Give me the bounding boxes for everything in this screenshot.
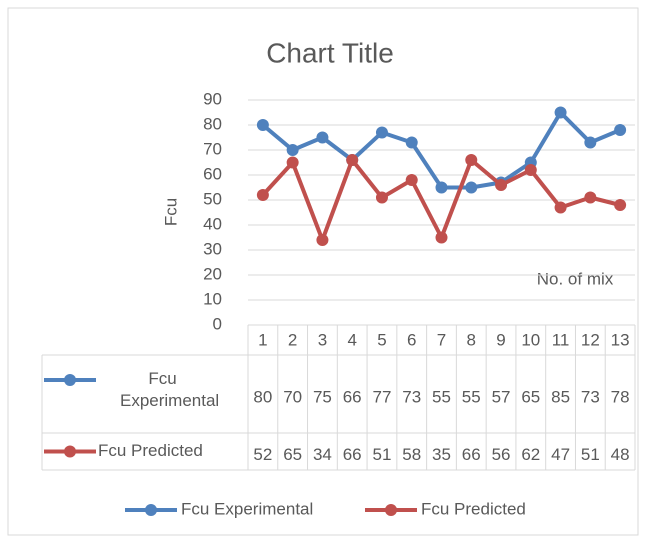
y-tick-label: 90	[203, 89, 222, 108]
table-value: 51	[581, 445, 600, 464]
table-value: 48	[611, 445, 630, 464]
legend-key-marker	[385, 504, 397, 516]
x-tick-label: 2	[288, 330, 297, 349]
table-value: 55	[432, 387, 451, 406]
table-value: 66	[343, 387, 362, 406]
table-value: 73	[402, 387, 421, 406]
data-point	[435, 231, 448, 244]
x-tick-label: 7	[437, 330, 446, 349]
table-value: 58	[402, 445, 421, 464]
table-value: 85	[551, 387, 570, 406]
table-value: 75	[313, 387, 332, 406]
x-tick-label: 5	[377, 330, 386, 349]
x-tick-label: 6	[407, 330, 416, 349]
chart-border	[7, 7, 639, 536]
table-value: 80	[253, 387, 272, 406]
x-tick-label: 4	[347, 330, 356, 349]
data-point	[375, 191, 388, 204]
x-tick-label: 3	[318, 330, 327, 349]
table-value: 77	[373, 387, 392, 406]
x-tick-label: 13	[611, 330, 630, 349]
table-value: 55	[462, 387, 481, 406]
data-point	[465, 154, 478, 166]
data-point	[584, 136, 597, 149]
table-value: 65	[521, 387, 540, 406]
data-point	[614, 199, 627, 211]
x-tick-label: 8	[467, 330, 476, 349]
data-point	[614, 124, 627, 136]
table-value: 66	[462, 445, 481, 464]
table-value: 70	[283, 387, 302, 406]
data-point	[524, 164, 537, 176]
y-tick-label: 0	[213, 314, 222, 333]
data-point	[286, 144, 299, 156]
data-point	[316, 234, 329, 246]
y-tick-label: 50	[203, 189, 222, 208]
data-point	[435, 181, 448, 194]
data-point	[256, 119, 269, 131]
table-value: 73	[581, 387, 600, 406]
table-value: 51	[373, 445, 392, 464]
x-tick-label: 1	[258, 330, 267, 349]
y-axis-label: Fcu	[161, 198, 180, 226]
legend-key-marker	[145, 504, 157, 516]
data-point	[286, 156, 299, 169]
data-point	[584, 191, 597, 204]
table-row-label: Fcu Predicted	[98, 441, 203, 460]
table-value: 52	[253, 445, 272, 464]
data-point	[465, 181, 478, 194]
x-tick-label: 12	[581, 330, 600, 349]
data-point	[346, 154, 359, 166]
x-tick-label: 10	[521, 330, 540, 349]
chart-title: Chart Title	[266, 37, 394, 68]
table-value: 62	[521, 445, 540, 464]
data-point	[554, 106, 567, 119]
legend-label: Fcu Predicted	[421, 499, 526, 518]
legend-label: Fcu Experimental	[181, 499, 313, 518]
y-tick-label: 40	[203, 214, 222, 233]
data-point	[316, 131, 329, 144]
data-point	[405, 174, 418, 186]
y-tick-label: 80	[203, 114, 222, 133]
x-axis-label: No. of mix	[537, 269, 614, 288]
data-point	[256, 189, 269, 201]
x-tick-label: 11	[552, 330, 570, 349]
data-point	[495, 179, 508, 191]
y-tick-label: 60	[203, 164, 222, 183]
x-tick-label: 9	[496, 330, 505, 349]
table-value: 34	[313, 445, 332, 464]
data-point	[554, 201, 567, 214]
table-value: 47	[551, 445, 570, 464]
table-value: 66	[343, 445, 362, 464]
table-value: 65	[283, 445, 302, 464]
table-value: 56	[492, 445, 511, 464]
table-value: 35	[432, 445, 451, 464]
table-row-label-text: Fcu Experimental	[120, 369, 220, 410]
table-value: 57	[492, 387, 511, 406]
data-point	[375, 126, 388, 139]
table-value: 78	[611, 387, 630, 406]
y-tick-label: 30	[203, 239, 222, 258]
y-tick-label: 70	[203, 139, 222, 158]
y-tick-label: 10	[203, 289, 222, 308]
table-row-label: Fcu Experimental	[120, 369, 220, 410]
y-tick-label: 20	[203, 264, 222, 283]
legend-key-marker	[64, 445, 76, 458]
legend-key-marker	[64, 374, 76, 386]
data-point	[405, 136, 418, 149]
